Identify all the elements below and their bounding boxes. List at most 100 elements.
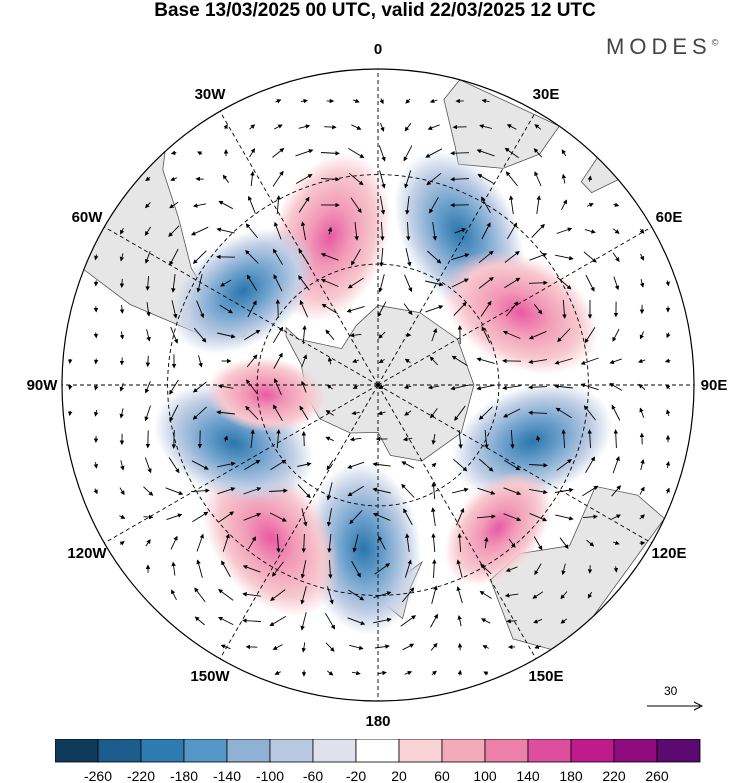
wind-vector <box>221 560 231 578</box>
wind-vector <box>168 457 180 474</box>
wind-vector <box>483 671 489 676</box>
longitude-labels: 0 30E 60E 90E 120E 150E 180 150W 120W 90W 60W 30W <box>27 41 728 730</box>
wind-vector <box>298 124 311 129</box>
wind-vector <box>503 408 521 418</box>
wind-vector <box>301 431 307 447</box>
wind-vector <box>534 171 542 187</box>
wind-vector <box>430 507 436 526</box>
wind-vector <box>170 176 178 181</box>
wind-vector <box>554 358 573 365</box>
wind-vector <box>298 275 310 291</box>
wind-vector <box>270 589 286 601</box>
wind-vector <box>404 410 412 416</box>
wind-vector <box>351 248 361 266</box>
wind-vector <box>528 410 548 416</box>
wind-vector <box>508 538 516 548</box>
wind-vector <box>505 566 518 572</box>
colorbar-tick-label: 100 <box>473 768 497 783</box>
wind-vector <box>479 591 492 599</box>
wind-vector <box>377 410 386 416</box>
wind-vector <box>611 485 621 497</box>
wind-vector <box>639 253 644 261</box>
wind-vector <box>250 429 255 448</box>
wind-vector <box>246 354 258 368</box>
wind-vector <box>481 196 491 214</box>
wind-vector <box>273 352 283 369</box>
wind-vector <box>456 507 465 526</box>
wind-vector <box>347 461 365 469</box>
wind-vector <box>554 384 573 389</box>
wind-vector <box>93 462 99 469</box>
wind-vector <box>171 274 176 293</box>
wind-vector <box>426 172 442 186</box>
wind-vector <box>587 429 592 449</box>
reference-vector-label: 30 <box>664 684 678 698</box>
wind-vector <box>613 202 620 207</box>
wind-vector <box>611 404 621 421</box>
wind-vector <box>431 533 436 553</box>
meridian-line <box>377 384 537 659</box>
wind-vector <box>451 278 469 288</box>
wind-vector <box>639 331 645 340</box>
wind-vector <box>217 461 236 468</box>
wind-vector <box>431 670 437 676</box>
colorbar-swatch <box>55 739 99 763</box>
wind-vector <box>119 278 125 288</box>
wind-vector <box>119 408 124 419</box>
wind-vector <box>302 325 307 345</box>
wind-vector <box>349 510 363 525</box>
wind-vector <box>196 151 203 156</box>
wind-vector <box>268 488 288 493</box>
wind-vector <box>502 385 521 391</box>
wind-vector <box>349 436 362 442</box>
wind-vector <box>378 384 385 390</box>
wind-vector <box>451 355 468 367</box>
wind-vector <box>320 278 339 287</box>
wind-vector <box>320 176 340 182</box>
wind-vector <box>247 300 257 318</box>
wind-vector <box>144 250 151 264</box>
wind-vector <box>171 300 178 319</box>
wind-vector <box>377 301 387 318</box>
wind-vector <box>347 277 364 289</box>
wind-vector <box>484 429 489 449</box>
wind-vector <box>326 482 333 501</box>
wind-vector <box>373 617 392 624</box>
polar-map[interactable]: 0 30E 60E 90E 120E 150E 180 150W 120W 90W 60W 30W <box>0 0 750 740</box>
wind-vector <box>372 487 391 494</box>
wind-vector <box>402 436 413 442</box>
wind-vector <box>557 328 571 343</box>
wind-vector <box>169 404 179 422</box>
wind-vector <box>301 642 307 653</box>
wind-vector <box>218 200 234 210</box>
wind-vector <box>166 513 183 521</box>
parallel-line <box>256 263 500 507</box>
wind-vector <box>347 485 364 497</box>
wind-vector <box>243 512 262 521</box>
wind-vector <box>457 533 462 553</box>
wind-vector <box>586 203 594 208</box>
wind-vector <box>93 358 99 365</box>
wind-vector <box>561 563 566 576</box>
longitude-label: 30E <box>533 86 560 103</box>
wind-vector <box>503 487 522 496</box>
graticule <box>62 69 694 701</box>
wind-vector <box>217 332 236 339</box>
wind-vector <box>222 533 230 552</box>
wind-vector <box>481 326 491 344</box>
wind-vector <box>170 150 177 155</box>
wind-vector <box>533 536 543 551</box>
wind-vector <box>245 249 259 264</box>
wind-vector <box>504 147 519 159</box>
colorbar-swatch <box>312 739 357 763</box>
wind-vector <box>196 274 203 293</box>
wind-vector <box>584 327 596 344</box>
wind-vector <box>430 642 438 651</box>
wind-vector <box>609 358 622 364</box>
wind-vector <box>425 148 443 158</box>
wind-vector <box>328 559 333 579</box>
wind-vector <box>196 300 205 319</box>
wind-vector <box>403 145 413 162</box>
wind-vector <box>528 359 547 365</box>
wind-vector <box>192 381 207 393</box>
